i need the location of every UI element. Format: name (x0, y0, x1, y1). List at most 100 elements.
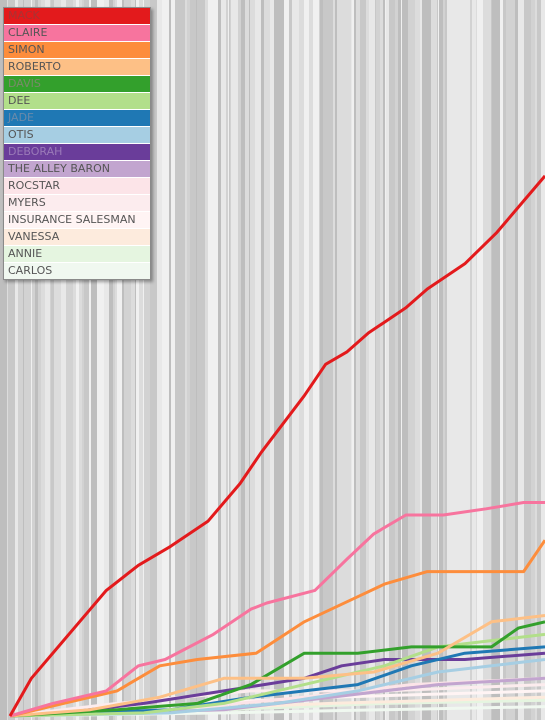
bg-stripe (89, 0, 91, 720)
bg-stripe (91, 0, 97, 720)
bg-stripe (462, 0, 463, 720)
bg-stripe (255, 0, 261, 720)
bg-stripe (383, 0, 385, 720)
bg-stripe (171, 0, 175, 720)
series-line-claire (9, 501, 545, 718)
bg-stripe (512, 0, 514, 720)
bg-stripe (185, 0, 187, 720)
bg-stripe (202, 0, 205, 720)
bg-stripe (79, 0, 82, 720)
bg-stripe (395, 0, 398, 720)
bg-stripe (221, 0, 226, 720)
bg-stripe (528, 0, 531, 720)
bg-stripe (84, 0, 89, 720)
legend-item-annie[interactable]: ANNIE (4, 246, 150, 262)
bg-stripe (23, 0, 24, 720)
bg-stripe (82, 0, 84, 720)
bg-stripe (352, 0, 354, 720)
series-line-davis (9, 620, 545, 718)
bg-stripe (36, 0, 38, 720)
bg-stripe (439, 0, 443, 720)
legend-item-deborah[interactable]: DEBORAH (4, 144, 150, 160)
bg-stripe (356, 0, 360, 720)
bg-stripe (228, 0, 229, 720)
bg-stripe (169, 0, 170, 720)
bg-stripe (380, 0, 383, 720)
series-lines (8, 174, 545, 718)
bg-stripe (61, 0, 66, 720)
bg-stripe (157, 0, 162, 720)
bg-stripe (8, 0, 15, 720)
bg-stripe (412, 0, 415, 720)
series-line-mack (8, 174, 545, 717)
bg-stripe (470, 0, 472, 720)
bg-stripe (122, 0, 124, 720)
bg-stripe (437, 0, 438, 720)
bg-stripe (454, 0, 460, 720)
legend-item-insurance-salesman[interactable]: INSURANCE SALESMAN (4, 212, 150, 228)
bg-stripe (245, 0, 249, 720)
bg-stripe (398, 0, 401, 720)
bg-stripe (503, 0, 506, 720)
bg-stripe (76, 0, 79, 720)
bg-stripe (167, 0, 169, 720)
legend-item-carlos[interactable]: CARLOS (4, 263, 150, 279)
bg-stripe (319, 0, 320, 720)
legend-item-simon[interactable]: SIMON (4, 42, 150, 58)
bg-stripe (215, 0, 218, 720)
bg-stripe (18, 0, 23, 720)
bg-stripe (109, 0, 113, 720)
bg-stripe (205, 0, 208, 720)
bg-stripe (45, 0, 50, 720)
bg-stripe (27, 0, 31, 720)
bg-stripe (401, 0, 402, 720)
legend-item-myers[interactable]: MYERS (4, 195, 150, 211)
legend-item-davis[interactable]: DAVIS (4, 76, 150, 92)
bg-stripe (115, 0, 117, 720)
bg-stripe (483, 0, 487, 720)
bg-stripe (7, 0, 8, 720)
bg-stripe (24, 0, 27, 720)
bg-stripe (162, 0, 167, 720)
bg-stripe (139, 0, 143, 720)
legend-item-jade[interactable]: JADE (4, 110, 150, 126)
bg-stripe (170, 0, 171, 720)
bg-stripe (402, 0, 408, 720)
bg-stripe (354, 0, 356, 720)
bg-stripe (506, 0, 512, 720)
bg-stripe (415, 0, 420, 720)
bg-stripe (131, 0, 135, 720)
legend-item-rocstar[interactable]: ROCSTAR (4, 178, 150, 194)
bg-stripe (518, 0, 524, 720)
bg-stripe (144, 0, 150, 720)
bg-stripe (492, 0, 495, 720)
bg-stripe (117, 0, 122, 720)
bg-stripe (299, 0, 304, 720)
bg-stripe (369, 0, 375, 720)
legend-item-roberto[interactable]: ROBERTO (4, 59, 150, 75)
bg-stripe (97, 0, 104, 720)
bg-stripe (460, 0, 462, 720)
legend-item-claire[interactable]: CLAIRE (4, 25, 150, 41)
bg-stripe (190, 0, 196, 720)
bg-stripe (320, 0, 323, 720)
bg-stripe (218, 0, 221, 720)
bg-stripe (249, 0, 250, 720)
bg-stripe (323, 0, 328, 720)
bg-stripe (309, 0, 313, 720)
bg-stripe (443, 0, 445, 720)
bg-stripe (476, 0, 477, 720)
bg-stripe (438, 0, 439, 720)
legend-item-mack[interactable]: MACK (4, 8, 150, 24)
bg-stripe (196, 0, 197, 720)
legend-item-dee[interactable]: DEE (4, 93, 150, 109)
bg-stripe (50, 0, 51, 720)
bg-stripe (477, 0, 483, 720)
legend-item-the-alley-baron[interactable]: THE ALLEY BARON (4, 161, 150, 177)
legend-item-vanessa[interactable]: VANESSA (4, 229, 150, 245)
series-line-myers (9, 683, 545, 718)
bg-stripe (447, 0, 454, 720)
bg-stripe (284, 0, 289, 720)
legend-item-otis[interactable]: OTIS (4, 127, 150, 143)
